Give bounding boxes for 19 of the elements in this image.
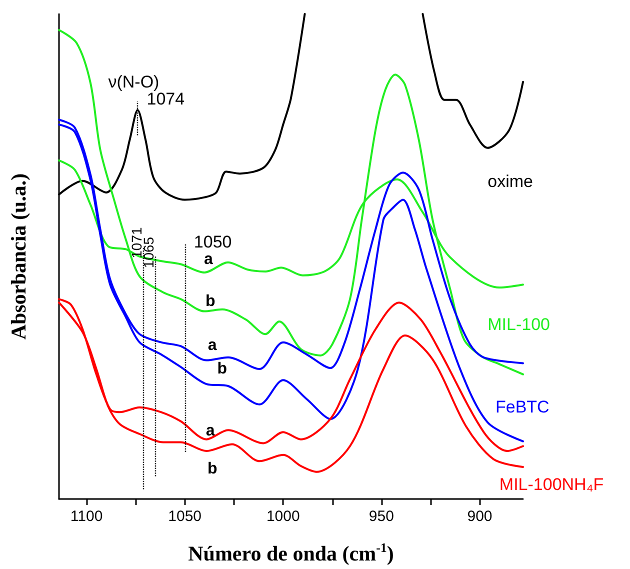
annotation: b: [206, 293, 216, 310]
annotation: b: [217, 360, 228, 378]
annotation: a: [208, 336, 217, 354]
x-tick-label: 1050: [168, 508, 202, 525]
annotation: a: [204, 250, 213, 268]
series-label: oxime: [488, 172, 533, 191]
y-axis-title: Absorbancia (u.a.): [6, 173, 30, 340]
annotation: a: [206, 422, 215, 440]
ref-line-label: 1071: [128, 227, 145, 258]
x-tick-label: 900: [467, 508, 492, 525]
x-tick-label: 1100: [70, 508, 103, 525]
x-tick-label: 1000: [266, 508, 300, 525]
annotation: b: [207, 460, 218, 478]
x-tick-label: 950: [368, 508, 394, 525]
series-label: MIL-100NH₄F: [499, 474, 604, 494]
annotation: ν(N-O): [108, 72, 160, 92]
text: FeBTC: [495, 397, 550, 416]
ref-line-label: 1050: [194, 232, 232, 252]
series-label: MIL-100: [488, 314, 550, 334]
